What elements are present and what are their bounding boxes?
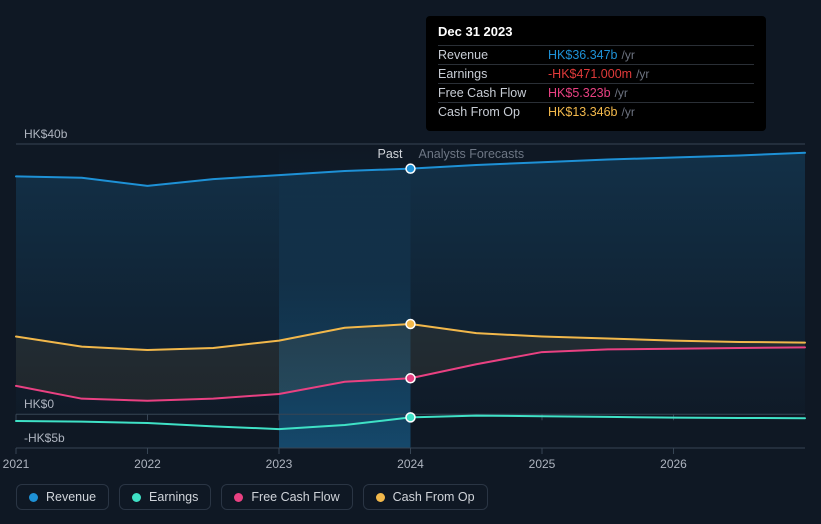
legend-item-label: Cash From Op [393, 490, 475, 504]
legend-dot-icon [132, 493, 141, 502]
tooltip-row-value: -HK$471.000m [548, 67, 632, 81]
svg-text:HK$0: HK$0 [24, 397, 54, 411]
svg-text:2024: 2024 [397, 457, 424, 471]
tooltip-row-unit: /yr [622, 48, 635, 62]
financials-chart: HK$40b HK$0 -HK$5b 2021 2022 2023 2024 2025 2026… [0, 0, 821, 524]
tooltip-row-label: Revenue [438, 48, 548, 62]
tooltip-row: Free Cash FlowHK$5.323b/yr [438, 83, 754, 102]
svg-text:2022: 2022 [134, 457, 161, 471]
tooltip-row-label: Free Cash Flow [438, 86, 548, 100]
tooltip-row: Cash From OpHK$13.346b/yr [438, 102, 754, 121]
svg-text:-HK$5b: -HK$5b [24, 431, 65, 445]
tooltip-row-value: HK$36.347b [548, 48, 618, 62]
legend-item-cash-from-op[interactable]: Cash From Op [363, 484, 488, 510]
chart-legend: Revenue Earnings Free Cash Flow Cash From O… [16, 484, 488, 510]
tooltip-row-unit: /yr [615, 86, 628, 100]
legend-item-label: Earnings [149, 490, 198, 504]
legend-item-earnings[interactable]: Earnings [119, 484, 211, 510]
tooltip-date: Dec 31 2023 [438, 24, 754, 39]
tooltip-row-unit: /yr [636, 67, 649, 81]
legend-dot-icon [376, 493, 385, 502]
legend-dot-icon [234, 493, 243, 502]
tooltip-row: RevenueHK$36.347b/yr [438, 45, 754, 64]
svg-text:2025: 2025 [529, 457, 556, 471]
svg-text:HK$40b: HK$40b [24, 127, 68, 141]
svg-text:2021: 2021 [3, 457, 30, 471]
legend-dot-icon [29, 493, 38, 502]
tooltip-row-value: HK$5.323b [548, 86, 611, 100]
tooltip-row-label: Cash From Op [438, 105, 548, 119]
tooltip-row: Earnings-HK$471.000m/yr [438, 64, 754, 83]
tooltip-row-unit: /yr [622, 105, 635, 119]
svg-text:2026: 2026 [660, 457, 687, 471]
legend-item-free-cash-flow[interactable]: Free Cash Flow [221, 484, 352, 510]
tooltip-row-value: HK$13.346b [548, 105, 618, 119]
svg-text:Past: Past [377, 147, 403, 161]
legend-item-revenue[interactable]: Revenue [16, 484, 109, 510]
tooltip-rows: RevenueHK$36.347b/yrEarnings-HK$471.000m… [438, 45, 754, 121]
tooltip-row-label: Earnings [438, 67, 548, 81]
svg-text:Analysts Forecasts: Analysts Forecasts [419, 147, 525, 161]
legend-item-label: Free Cash Flow [251, 490, 339, 504]
chart-tooltip: Dec 31 2023 RevenueHK$36.347b/yrEarnings… [426, 16, 766, 131]
legend-item-label: Revenue [46, 490, 96, 504]
svg-text:2023: 2023 [266, 457, 293, 471]
